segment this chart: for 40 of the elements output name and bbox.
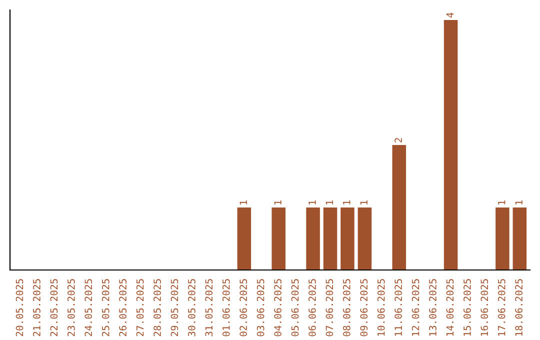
x-tick-label: 26.05.2025 [119, 279, 126, 336]
data-label: 1 [498, 200, 506, 204]
x-tick-label: 22.05.2025 [50, 279, 58, 336]
data-label: 1 [343, 200, 350, 204]
x-tick-label: 11.06.2025 [394, 279, 402, 336]
data-label: 1 [360, 200, 368, 204]
x-tick-label: 30.05.2025 [188, 279, 196, 336]
x-tick-label: 10.06.2025 [377, 279, 385, 336]
x-tick-label: 25.05.2025 [102, 279, 110, 336]
x-tick-label: 15.06.2025 [464, 279, 471, 336]
x-tick-label: 24.05.2025 [84, 279, 92, 336]
x-tick-label: 08.06.2025 [342, 279, 350, 336]
x-tick-label: 12.06.2025 [412, 279, 420, 336]
x-tick-label: 27.05.2025 [136, 279, 144, 336]
x-tick-label: 03.06.2025 [256, 279, 264, 336]
x-tick-label: 01.06.2025 [222, 279, 230, 336]
x-tick-label: 07.06.2025 [326, 279, 334, 336]
x-tick-label: 14.06.2025 [446, 279, 454, 336]
x-tick-label: 02.06.2025 [240, 279, 248, 336]
x-tick-label: 31.05.2025 [205, 279, 213, 336]
x-tick-label: 09.06.2025 [360, 279, 368, 336]
data-label: 1 [515, 200, 522, 204]
data-label: 1 [308, 200, 316, 204]
x-tick-label: 20.05.2025 [16, 279, 24, 336]
x-tick-label: 23.05.2025 [67, 279, 75, 336]
data-label: 1 [240, 200, 247, 204]
x-tick-label: 06.06.2025 [308, 279, 316, 336]
x-tick-label: 13.06.2025 [429, 279, 436, 336]
x-tick-label: 05.06.2025 [291, 279, 299, 336]
x-tick-label: 16.06.2025 [480, 279, 488, 336]
data-label: 1 [274, 200, 282, 204]
x-tick-label: 18.06.2025 [515, 279, 523, 336]
x-tick-label: 29.05.2025 [170, 279, 178, 336]
x-tick-label: 04.06.2025 [274, 279, 282, 336]
x-tick-label: 17.06.2025 [498, 279, 506, 336]
data-label: 1 [326, 200, 333, 204]
data-label: 4 [446, 12, 454, 18]
x-tick-label: 21.05.2025 [33, 279, 40, 336]
x-tick-label: 28.05.2025 [154, 279, 161, 336]
data-label: 2 [394, 138, 402, 142]
